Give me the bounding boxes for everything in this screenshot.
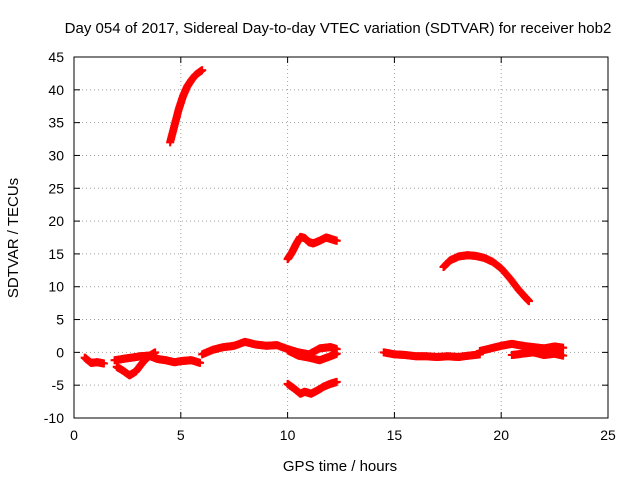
series-arc-near-zero-a	[80, 353, 108, 368]
x-tick-label: 5	[177, 427, 185, 443]
plot-frame	[73, 56, 609, 419]
x-tick-label: 15	[387, 427, 403, 443]
y-tick-label: -10	[44, 410, 64, 426]
y-tick-label: 30	[48, 147, 64, 163]
data-point	[99, 359, 108, 368]
series-arc-near-zero-d	[198, 337, 341, 359]
data-point	[559, 351, 568, 360]
chart-title: Day 054 of 2017, Sidereal Day-to-day VTE…	[65, 20, 612, 37]
series-arc-near-zero-e	[283, 346, 341, 365]
y-tick-label: 0	[56, 344, 64, 360]
y-tick-label: 40	[48, 82, 64, 98]
axis-ticks	[73, 56, 609, 419]
x-tick-label: 0	[70, 427, 78, 443]
y-axis-label: SDTVAR / TECUs	[5, 178, 22, 298]
x-tick-label: 20	[493, 427, 509, 443]
series-arc-near-zero-c	[112, 348, 160, 380]
grid	[74, 57, 608, 418]
y-tick-label: 35	[48, 115, 64, 131]
data-point	[332, 236, 341, 245]
y-tick-labels: -10 -5 0 5 10 15 20 25 30 35 40 45	[44, 49, 64, 426]
y-tick-label: -5	[52, 377, 65, 393]
data-points	[80, 66, 568, 398]
x-tick-labels: 0 5 10 15 20 25	[70, 427, 616, 443]
series-arc-negative-10h	[283, 377, 341, 398]
y-tick-label: 5	[56, 312, 64, 328]
data-point	[151, 348, 160, 357]
x-axis-label: GPS time / hours	[283, 458, 397, 475]
y-tick-label: 20	[48, 213, 64, 229]
x-tick-label: 25	[600, 427, 616, 443]
data-point	[198, 66, 207, 75]
series-arc-high	[166, 66, 207, 147]
data-point	[524, 297, 533, 306]
data-point	[332, 349, 341, 358]
y-tick-label: 45	[48, 49, 64, 65]
data-point	[196, 358, 205, 367]
data-point	[559, 343, 568, 352]
y-tick-label: 10	[48, 279, 64, 295]
series-arc-near-zero-h	[507, 348, 568, 360]
series-arc-near-zero-f	[379, 348, 484, 361]
series-arc-mid-18h	[439, 251, 533, 306]
y-tick-label: 15	[48, 246, 64, 262]
x-tick-label: 10	[280, 427, 296, 443]
data-point	[332, 377, 341, 386]
series-arc-mid-10h	[283, 232, 341, 264]
y-tick-label: 25	[48, 180, 64, 196]
